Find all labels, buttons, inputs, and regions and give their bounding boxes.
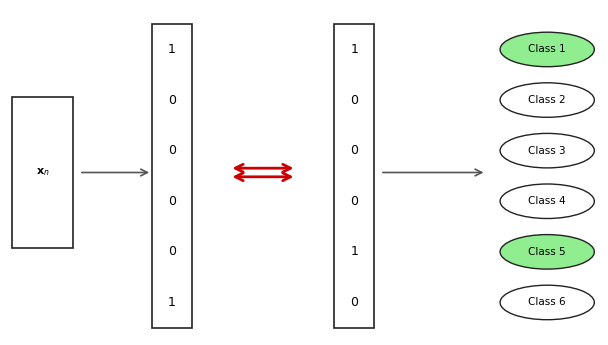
- Ellipse shape: [500, 184, 595, 218]
- Bar: [334, 24, 374, 328]
- Text: Class 3: Class 3: [528, 146, 566, 156]
- Text: Class 4: Class 4: [528, 196, 566, 206]
- Text: 0: 0: [350, 296, 358, 309]
- Text: 0: 0: [168, 144, 176, 157]
- Ellipse shape: [500, 32, 595, 67]
- Text: Class 2: Class 2: [528, 95, 566, 105]
- Text: 1: 1: [350, 43, 358, 56]
- Ellipse shape: [500, 134, 595, 168]
- Ellipse shape: [500, 285, 595, 320]
- Bar: [152, 24, 192, 328]
- Text: $\mathbf{x}_n$: $\mathbf{x}_n$: [36, 167, 49, 178]
- Ellipse shape: [500, 83, 595, 117]
- Text: 1: 1: [350, 245, 358, 258]
- Text: 0: 0: [168, 93, 176, 107]
- Text: 0: 0: [350, 195, 358, 208]
- Text: 0: 0: [168, 245, 176, 258]
- Text: 0: 0: [350, 144, 358, 157]
- Bar: [12, 97, 73, 248]
- Ellipse shape: [500, 235, 595, 269]
- Text: 1: 1: [168, 43, 176, 56]
- Text: 1: 1: [168, 296, 176, 309]
- Text: Class 6: Class 6: [528, 297, 566, 307]
- Text: 0: 0: [350, 93, 358, 107]
- Text: Class 5: Class 5: [528, 247, 566, 257]
- Text: Class 1: Class 1: [528, 45, 566, 55]
- Text: 0: 0: [168, 195, 176, 208]
